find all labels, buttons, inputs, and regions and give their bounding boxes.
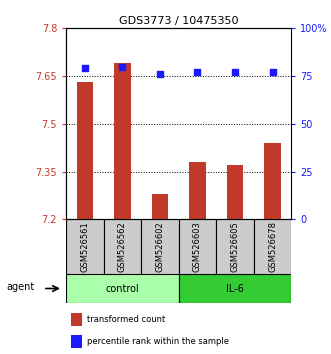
Text: agent: agent xyxy=(7,282,35,292)
Point xyxy=(82,65,88,71)
Bar xyxy=(264,143,281,219)
Bar xyxy=(226,165,243,219)
Bar xyxy=(71,313,82,326)
Text: GSM526603: GSM526603 xyxy=(193,222,202,272)
Bar xyxy=(179,274,291,303)
Bar xyxy=(254,219,291,274)
Bar xyxy=(189,162,206,219)
Bar xyxy=(66,219,104,274)
Bar xyxy=(76,82,93,219)
Point xyxy=(157,72,163,77)
Bar xyxy=(179,219,216,274)
Text: control: control xyxy=(106,284,139,293)
Bar xyxy=(152,194,168,219)
Text: transformed count: transformed count xyxy=(87,315,166,324)
Title: GDS3773 / 10475350: GDS3773 / 10475350 xyxy=(119,16,239,26)
Text: percentile rank within the sample: percentile rank within the sample xyxy=(87,337,229,346)
Bar xyxy=(216,219,254,274)
Text: GSM526561: GSM526561 xyxy=(80,222,89,272)
Point xyxy=(195,69,200,75)
Text: GSM526562: GSM526562 xyxy=(118,222,127,272)
Bar xyxy=(71,335,82,348)
Text: IL-6: IL-6 xyxy=(226,284,244,293)
Bar xyxy=(114,63,131,219)
Text: GSM526678: GSM526678 xyxy=(268,221,277,273)
Point xyxy=(270,69,275,75)
Point xyxy=(232,69,238,75)
Bar xyxy=(66,274,179,303)
Text: GSM526605: GSM526605 xyxy=(230,222,240,272)
Bar xyxy=(141,219,179,274)
Bar xyxy=(104,219,141,274)
Point xyxy=(120,64,125,69)
Text: GSM526602: GSM526602 xyxy=(156,222,165,272)
